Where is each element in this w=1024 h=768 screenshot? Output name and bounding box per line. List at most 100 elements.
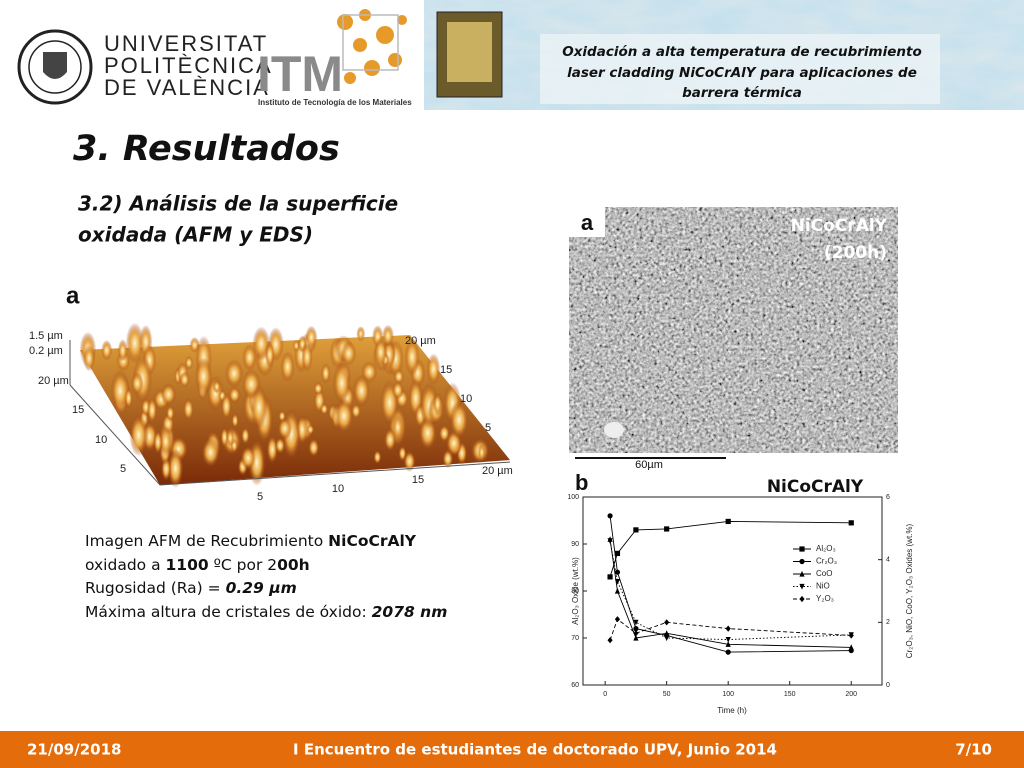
slide-title: 3. Resultados	[73, 129, 340, 169]
chart-title: NiCoCrAlY	[767, 477, 864, 497]
afm-bump	[240, 445, 256, 471]
sem-label-box	[569, 207, 605, 237]
panel-label: b	[575, 470, 588, 495]
afm-bump	[392, 381, 404, 400]
afm-bump	[83, 345, 96, 372]
footer-bar	[0, 731, 1024, 768]
series-line	[609, 539, 852, 648]
data-point	[664, 630, 670, 636]
caption-line: oxidado a 1100 ºC por 200h	[85, 556, 310, 574]
afm-bump	[374, 337, 388, 367]
afm-bump	[220, 426, 229, 448]
afm-bump	[212, 380, 221, 394]
data-point	[725, 649, 731, 655]
sem-texture	[569, 207, 898, 453]
panel-label: a	[581, 210, 594, 235]
x-tick-label: 150	[784, 691, 796, 698]
caption-run: ºC por 2	[209, 556, 277, 574]
afm-axis-label: 10	[332, 483, 344, 495]
afm-bump	[277, 417, 293, 440]
data-point	[633, 527, 639, 533]
legend-label: Cr₂O₃	[816, 557, 837, 566]
afm-axis-label: 5	[257, 491, 263, 503]
afm-bump	[231, 413, 239, 428]
x-tick-label: 0	[603, 691, 607, 698]
sem-figure: a NiCoCrAlY (200h) 60µm	[569, 207, 898, 471]
afm-bump	[242, 343, 257, 372]
sem-sample: NiCoCrAlY	[791, 216, 888, 236]
legend-marker	[799, 583, 805, 590]
third-seal-inner	[447, 22, 492, 82]
y2-tick-label: 0	[886, 682, 890, 689]
data-point	[614, 550, 621, 556]
afm-bump	[194, 357, 213, 396]
afm-axis-label: 15	[440, 364, 452, 376]
afm-bump	[403, 450, 416, 472]
afm-bump	[124, 387, 133, 409]
series-line	[609, 618, 852, 641]
upv-line: POLITÈCNICA	[104, 53, 273, 78]
legend-marker	[799, 570, 805, 577]
y2-axis-label: Cr₂O₃, NiO, CoO, Y₂O₃ Oxides (wt.%)	[905, 523, 914, 658]
data-point	[614, 569, 621, 575]
afm-bump	[332, 362, 351, 405]
afm-bump	[393, 368, 405, 385]
legend-marker	[799, 546, 805, 552]
caption-run: Imagen AFM de Recubrimiento	[85, 532, 328, 550]
afm-bump	[220, 392, 232, 420]
itm-logo: ITM	[257, 46, 343, 102]
afm-axis-label: 5	[485, 422, 491, 434]
caption-run: oxidado a	[85, 556, 166, 574]
afm-bump	[166, 405, 175, 422]
x-tick-label: 50	[663, 691, 671, 698]
sem-particle	[604, 422, 624, 438]
chart-panel	[555, 470, 927, 725]
data-point	[725, 518, 731, 525]
legend-label: NiO	[816, 582, 830, 591]
y2-tick-label: 4	[886, 557, 890, 564]
caption-run: 1100	[166, 556, 209, 574]
caption-run: Rugosidad (Ra) =	[85, 579, 226, 597]
slide-subtitle: 3.2) Análisis de la superficie	[78, 192, 398, 216]
afm-bump	[383, 427, 397, 452]
y2-tick-label: 6	[886, 494, 890, 501]
data-point	[614, 587, 621, 594]
chart: 0 50 100 150 200 60 70 80 90 100 0 2 4 6 Al₂O₃ Cr₂O₃ CoO…	[567, 494, 890, 698]
y2-tick-label: 2	[886, 619, 890, 626]
data-point	[633, 626, 639, 632]
afm-bump	[449, 400, 469, 440]
data-point	[607, 513, 613, 519]
y-tick-label: 90	[571, 541, 579, 548]
data-point	[633, 630, 639, 637]
afm-axis-label: 5	[120, 463, 126, 475]
data-point	[614, 616, 621, 623]
caption-run: NiCoCrAlY	[328, 532, 417, 550]
header-title-backdrop	[540, 34, 940, 104]
sem-sample: (200h)	[824, 243, 887, 263]
data-point	[633, 634, 639, 641]
caption-line: Máxima altura de cristales de óxido: 207…	[85, 603, 447, 621]
sem-scale-label: 60µm	[635, 459, 663, 471]
data-point	[614, 579, 621, 585]
caption-run: 0.29 µm	[226, 579, 297, 597]
panel-label: a	[66, 282, 80, 309]
sem-scale-strip	[569, 453, 898, 467]
legend-marker	[799, 558, 805, 565]
afm-bump	[226, 429, 235, 447]
afm-bump	[340, 340, 357, 366]
legend-marker	[799, 595, 805, 603]
series-line	[609, 520, 852, 578]
afm-z-label: 1.5 µm	[29, 330, 63, 342]
afm-bump	[167, 448, 184, 489]
afm-bump	[426, 353, 441, 385]
afm-axis-label: 10	[460, 393, 472, 405]
slide-subtitle: oxidada (AFM y EDS)	[78, 223, 313, 247]
afm-bump	[306, 424, 315, 435]
afm-bump	[398, 445, 407, 462]
footer-date: 21/09/2018	[27, 741, 121, 759]
afm-bump	[321, 362, 331, 384]
afm-bump	[183, 397, 194, 421]
afm-bump	[352, 374, 371, 408]
afm-z-label: 0.2 µm	[29, 345, 63, 357]
